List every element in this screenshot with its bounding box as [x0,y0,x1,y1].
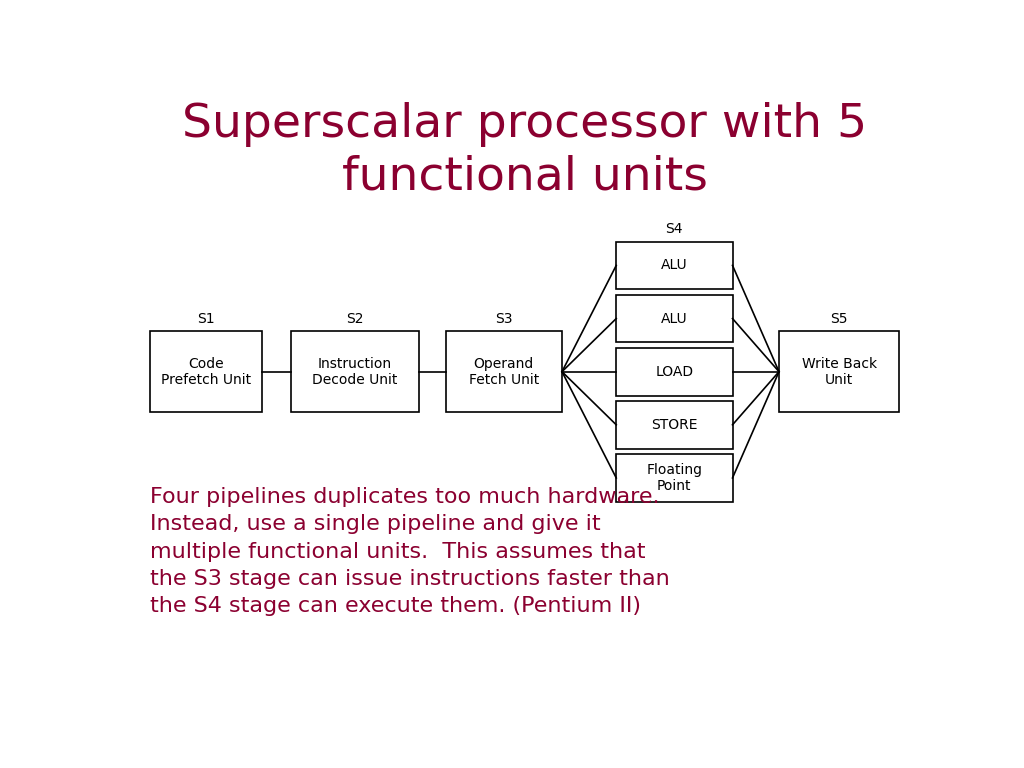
Text: Floating
Point: Floating Point [646,463,702,493]
Text: Write Back
Unit: Write Back Unit [802,356,877,387]
Bar [291,331,419,412]
Bar [616,454,732,502]
Bar [779,331,899,412]
Bar [150,331,262,412]
Bar [616,295,732,343]
Text: Four pipelines duplicates too much hardware.
Instead, use a single pipeline and : Four pipelines duplicates too much hardw… [150,487,670,616]
Text: STORE: STORE [651,418,697,432]
Text: S1: S1 [197,312,215,326]
Text: Instruction
Decode Unit: Instruction Decode Unit [312,356,397,387]
Text: Operand
Fetch Unit: Operand Fetch Unit [469,356,539,387]
Text: S5: S5 [830,312,848,326]
Bar [445,331,562,412]
Text: Code
Prefetch Unit: Code Prefetch Unit [161,356,251,387]
Text: ALU: ALU [662,258,688,273]
Text: Superscalar processor with 5
functional units: Superscalar processor with 5 functional … [182,102,867,199]
Bar [616,401,732,449]
Bar [616,242,732,290]
Text: LOAD: LOAD [655,365,693,379]
Text: S2: S2 [346,312,364,326]
Text: ALU: ALU [662,312,688,326]
Text: S3: S3 [496,312,513,326]
Text: S4: S4 [666,222,683,236]
Bar [616,348,732,396]
